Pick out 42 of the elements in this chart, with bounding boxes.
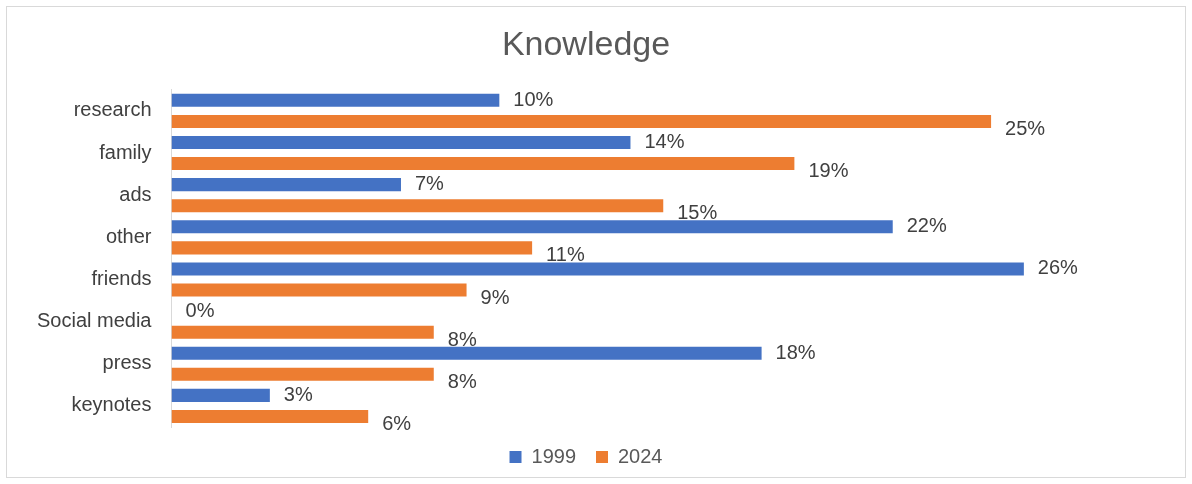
- data-label: 6%: [382, 411, 412, 434]
- bar: [171, 114, 992, 128]
- y-tick-label: ads: [119, 182, 152, 205]
- chart-title: Knowledge: [501, 23, 671, 62]
- bar: [171, 325, 434, 339]
- y-tick-label: family: [99, 140, 152, 163]
- data-label: 8%: [447, 369, 477, 392]
- bar: [171, 199, 664, 213]
- bar: [171, 367, 434, 381]
- bar: [171, 262, 1024, 276]
- y-tick-label: Social media: [36, 309, 153, 332]
- bar: [171, 93, 500, 107]
- bar: [171, 388, 270, 402]
- data-label: 22%: [906, 214, 947, 237]
- data-label: 0%: [185, 298, 215, 321]
- y-tick-label: press: [102, 351, 152, 374]
- data-label: 18%: [775, 340, 816, 363]
- y-tick-label: research: [73, 98, 152, 121]
- data-label: 19%: [808, 159, 849, 182]
- data-label: 26%: [1037, 256, 1079, 279]
- data-label: 14%: [644, 130, 685, 152]
- data-label: 11%: [546, 243, 585, 266]
- y-tick-label: keynotes: [71, 393, 152, 416]
- bar: [171, 178, 401, 192]
- y-tick-label: other: [105, 224, 152, 247]
- bar: [171, 409, 369, 423]
- legend-label: 1999: [531, 444, 577, 467]
- bar: [171, 241, 533, 255]
- bar: [171, 157, 795, 171]
- bar: [171, 220, 893, 234]
- data-label: 9%: [480, 285, 510, 308]
- data-label: 15%: [677, 201, 718, 224]
- data-label: 25%: [1005, 116, 1046, 139]
- data-label: 8%: [447, 327, 477, 350]
- bar: [171, 346, 762, 360]
- bar: [171, 135, 631, 150]
- data-label: 7%: [414, 172, 445, 195]
- bar: [171, 283, 467, 297]
- legend-label: 2024: [618, 444, 663, 467]
- data-label: 10%: [513, 87, 554, 110]
- y-tick-label: friends: [91, 266, 152, 289]
- data-label: 3%: [283, 382, 313, 405]
